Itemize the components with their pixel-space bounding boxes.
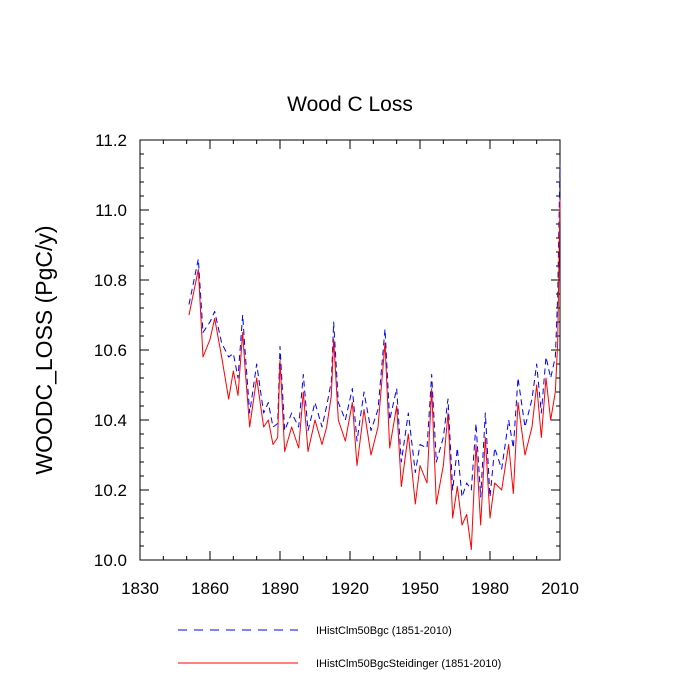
- y-tick-label: 10.0: [94, 551, 127, 570]
- x-tick-label: 1860: [191, 579, 229, 598]
- series-line-bgc: [188, 164, 561, 498]
- legend-label-steidinger: IHistClm50BgcSteidinger (1851-2010): [316, 658, 501, 670]
- series-lines: [188, 164, 561, 550]
- y-tick-label: 11.0: [95, 201, 127, 220]
- y-tick-label: 10.4: [94, 411, 127, 430]
- x-tick-label: 1980: [471, 579, 509, 598]
- y-tick-label: 10.8: [94, 271, 127, 290]
- x-tick-label: 1890: [261, 579, 299, 598]
- legend-label-bgc: IHistClm50Bgc (1851-2010): [316, 625, 452, 637]
- x-tick-label: 1950: [401, 579, 439, 598]
- x-tick-label: 1830: [121, 579, 159, 598]
- y-axis-label: WOODC_LOSS (PgC/y): [31, 225, 57, 474]
- x-tick-label: 2010: [541, 579, 579, 598]
- axis-ticks: [139, 139, 561, 561]
- legend: IHistClm50Bgc (1851-2010) IHistClm50BgcS…: [178, 625, 501, 670]
- y-tick-label: 11.2: [95, 131, 127, 150]
- x-tick-label: 1920: [331, 579, 369, 598]
- y-tick-label: 10.6: [94, 341, 127, 360]
- axis-tick-labels: 1830 1860 1890 1920 1950 1980 2010 10.0 10.2 10.4…: [94, 131, 579, 598]
- y-tick-label: 10.2: [94, 481, 127, 500]
- series-line-steidinger: [188, 199, 561, 550]
- chart-title: Wood C Loss: [287, 93, 413, 116]
